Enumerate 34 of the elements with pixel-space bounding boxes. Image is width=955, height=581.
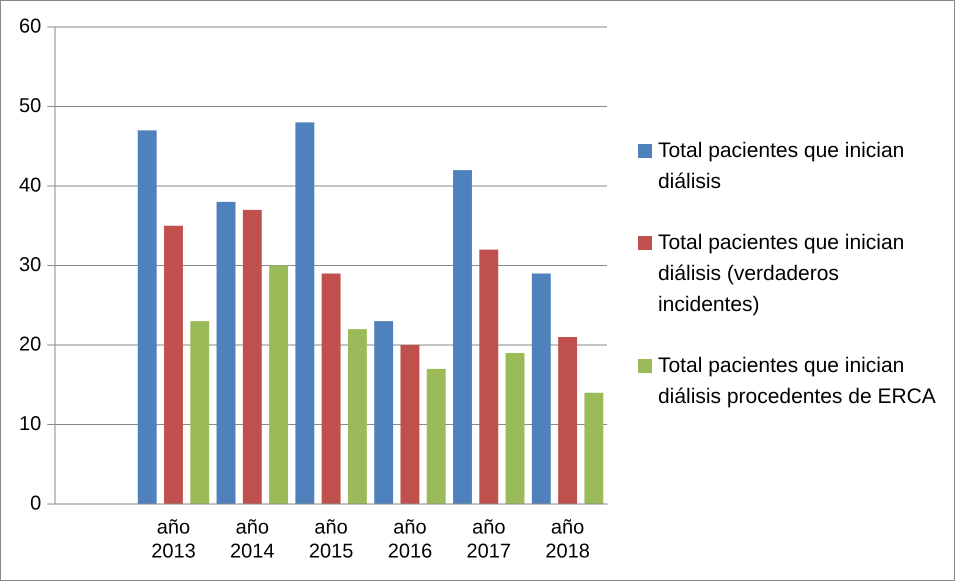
- bar: [322, 273, 341, 504]
- bar: [138, 130, 157, 504]
- bar: [216, 202, 236, 504]
- bar: [295, 122, 314, 504]
- x-tick-label: año 2016: [388, 516, 432, 563]
- bar: [532, 273, 551, 504]
- y-tick-label: 50: [18, 95, 42, 118]
- legend-label: Total pacientes que inician diálisis (verdaderos incidentes): [658, 230, 906, 318]
- y-tick-label: 60: [18, 16, 42, 38]
- x-tick-label: año 2018: [545, 516, 590, 563]
- bar: [506, 352, 524, 504]
- y-tick-label: 10: [18, 413, 42, 436]
- y-tick-label: 30: [18, 254, 42, 276]
- legend-label: Total pacientes que inician diálisis: [658, 138, 906, 195]
- bar: [348, 329, 367, 504]
- x-tick-label: año 2014: [230, 516, 275, 563]
- y-tick-label: 0: [30, 492, 42, 515]
- x-tick-label: año 2013: [151, 516, 196, 563]
- bar: [269, 266, 288, 504]
- legend-label: Total pacientes que inician diálisis procedentes de ERCA: [658, 353, 937, 410]
- y-tick-label: 40: [18, 174, 42, 197]
- bar: [426, 368, 446, 504]
- bar: [558, 337, 578, 504]
- bar: [584, 392, 604, 504]
- x-tick-label: año 2017: [466, 516, 512, 563]
- bar: [400, 345, 420, 504]
- bar: [479, 250, 498, 504]
- bar: [164, 226, 183, 504]
- bar: [453, 170, 472, 504]
- bar: [374, 321, 394, 504]
- bar: [242, 210, 262, 504]
- x-tick-label: año 2015: [308, 516, 354, 563]
- y-tick-label: 20: [18, 334, 42, 356]
- bar: [190, 321, 210, 504]
